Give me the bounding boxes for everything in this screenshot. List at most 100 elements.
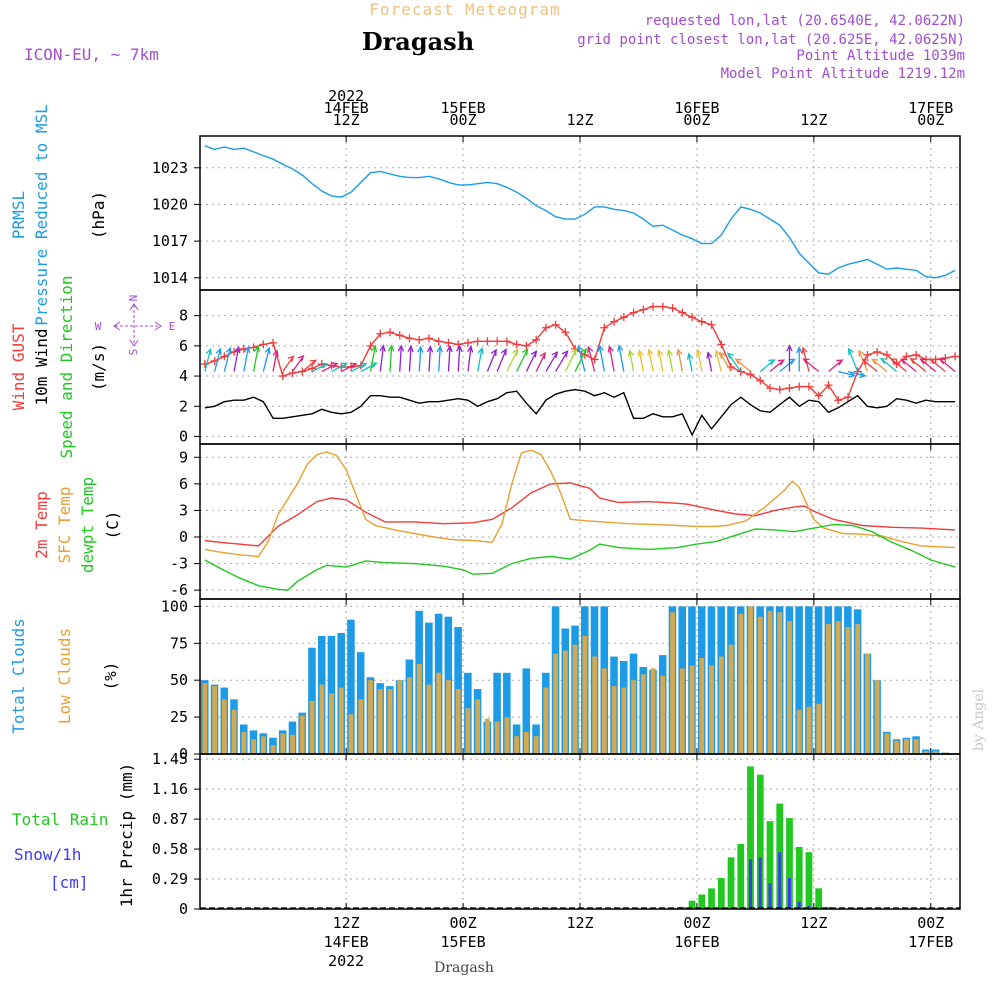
gust-marker xyxy=(473,337,482,346)
y-tick-label: 0 xyxy=(179,427,188,445)
y-tick-label: 4 xyxy=(179,367,188,385)
prmsl-axis-label: PRMSL xyxy=(9,191,28,239)
gust-marker xyxy=(766,384,774,393)
wind-axis-label: (m/s) xyxy=(89,343,108,391)
wind-arrow xyxy=(677,349,683,372)
footer-location: Dragash xyxy=(434,960,494,976)
low-cloud-bar xyxy=(416,663,422,754)
wind-arrow xyxy=(486,349,497,372)
wind-arrow xyxy=(727,352,742,372)
gust-marker xyxy=(278,372,287,381)
wind-arrow xyxy=(555,350,569,372)
compass-east: E xyxy=(169,320,176,333)
wind-direction-compass: N S W E xyxy=(95,295,176,356)
compass-north: N xyxy=(127,295,140,302)
snow-bar xyxy=(749,859,753,909)
y-tick-label: 3 xyxy=(179,501,188,519)
low-cloud-bar xyxy=(348,714,354,754)
compass-arrowheads xyxy=(113,303,162,347)
wind-arrow-head xyxy=(802,358,810,365)
low-cloud-bar xyxy=(553,653,559,754)
low-cloud-bar xyxy=(816,703,822,754)
wind-axis-label: 10m Wind xyxy=(32,328,51,405)
low-cloud-bar xyxy=(679,668,685,754)
wind-arrow xyxy=(929,358,946,373)
rain-bar xyxy=(766,821,774,909)
wind-arrow-head xyxy=(379,344,386,352)
wind-arrow-head xyxy=(225,346,232,355)
low-cloud-bar xyxy=(796,709,802,754)
gust-marker xyxy=(454,340,463,349)
gust-marker xyxy=(220,352,229,361)
low-cloud-bar xyxy=(699,658,705,754)
low-cloud-bar xyxy=(290,734,295,754)
gust-marker xyxy=(775,385,784,394)
total-cloud-bar xyxy=(805,606,813,754)
gust-marker xyxy=(814,391,823,400)
gust-marker xyxy=(405,334,414,343)
rain-bar xyxy=(747,766,754,909)
snow-bar xyxy=(787,878,791,909)
wind-arrow-head xyxy=(676,348,683,356)
low-cloud-bar xyxy=(212,686,217,754)
wind-arrow xyxy=(467,346,472,372)
low-cloud-bar xyxy=(309,700,315,754)
gust-marker xyxy=(288,369,297,378)
y-tick-label: 2 xyxy=(179,397,188,415)
wind-arrow xyxy=(292,355,304,372)
top-time-label: 2022 xyxy=(328,87,364,105)
low-cloud-bar xyxy=(670,612,675,754)
gust-marker xyxy=(824,381,833,390)
top-time-label: 16FEB xyxy=(674,99,719,117)
product-title: Forecast Meteogram xyxy=(369,0,560,19)
wind-arrow xyxy=(910,358,927,373)
wind-arrow xyxy=(301,359,317,373)
wind-arrow-head xyxy=(696,348,703,357)
gust-marker xyxy=(619,313,628,322)
top-time-label: 17FEB xyxy=(908,99,953,117)
wind-arrow xyxy=(262,347,270,372)
wind-arrow xyxy=(828,359,843,373)
top-time-label: 14FEB xyxy=(324,99,369,117)
wind-arrow-head xyxy=(359,362,368,369)
y-tick-label: 8 xyxy=(179,307,188,325)
gust-marker xyxy=(532,335,541,344)
prmsl-axis-label: Pressure Reduced to MSL xyxy=(32,104,51,326)
bottom-time-label: 00Z xyxy=(450,914,477,932)
total-cloud-bar xyxy=(493,672,501,754)
low-cloud-bar xyxy=(319,684,325,754)
gust-marker xyxy=(658,302,667,311)
low-cloud-bar xyxy=(806,706,812,754)
gust-marker xyxy=(541,323,550,332)
model-point-altitude: Model Point Altitude 1219.12m xyxy=(721,66,965,82)
low-cloud-bar xyxy=(884,733,890,754)
wind-arrow-head xyxy=(928,358,937,365)
wind-arrow xyxy=(496,349,507,372)
wind-arrow-head xyxy=(637,349,644,357)
wind-arrow-head xyxy=(848,371,857,378)
wind-arrow-head xyxy=(287,355,295,363)
low-cloud-bar xyxy=(475,699,481,754)
gust-marker xyxy=(649,302,658,311)
top-time-label: 12Z xyxy=(800,111,827,129)
gust-marker xyxy=(386,328,394,337)
gust-marker xyxy=(707,320,716,329)
gust-marker xyxy=(376,329,385,338)
y-tick-label: 0.87 xyxy=(152,810,188,828)
wind-arrow xyxy=(535,352,546,372)
gust-marker xyxy=(668,304,677,313)
gust-marker xyxy=(551,320,560,329)
wind-arrow-head xyxy=(627,349,635,357)
cloud-axis-label: Total Clouds xyxy=(9,618,28,734)
point-altitude: Point Altitude 1039m xyxy=(796,48,965,64)
gust-marker xyxy=(873,347,882,356)
wind-arrow-head xyxy=(597,344,604,352)
bottom-time-label: 12Z xyxy=(566,914,593,932)
gust-marker xyxy=(697,317,706,326)
precip-axis-label: 1hr Precip (mm) xyxy=(117,763,136,908)
temp-axis-label: (C) xyxy=(103,511,122,540)
low-cloud-bar xyxy=(407,677,412,754)
y-tick-label: 9 xyxy=(179,448,188,466)
